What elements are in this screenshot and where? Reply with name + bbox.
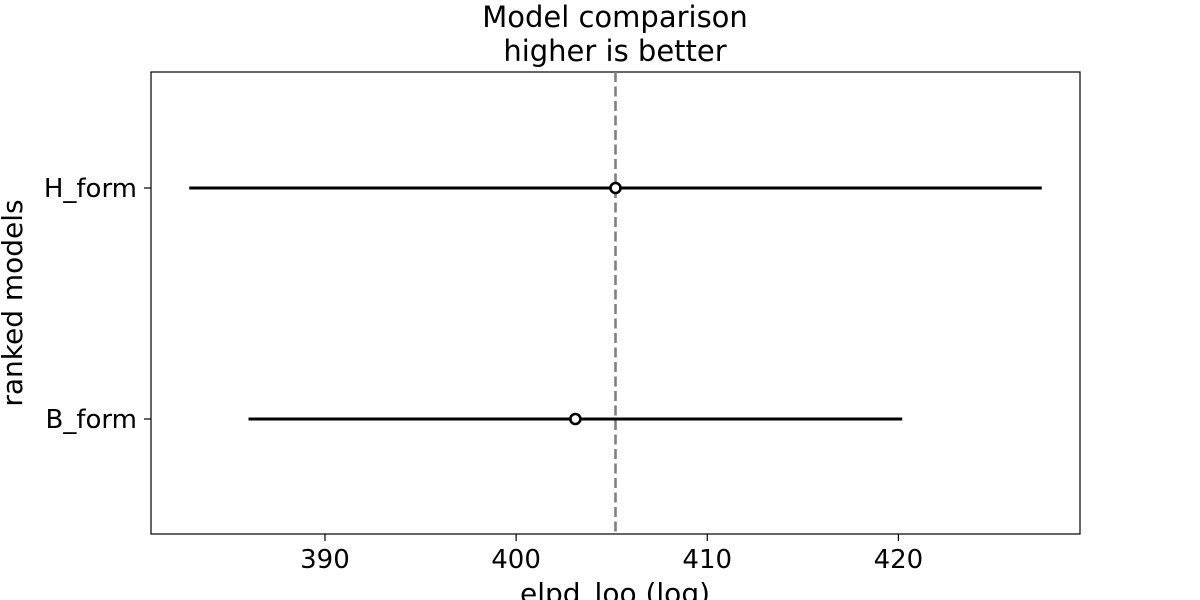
y-axis-label: ranked models <box>0 199 29 406</box>
y-axis: H_form B_form <box>44 174 151 435</box>
x-tick-label: 410 <box>682 545 732 575</box>
x-tick-label: 420 <box>874 545 924 575</box>
x-tick-label: 400 <box>491 545 541 575</box>
x-axis: 390 400 410 420 <box>300 534 923 575</box>
y-tick-label-H_form: H_form <box>44 174 137 204</box>
y-tick-label-B_form: B_form <box>46 405 137 435</box>
x-tick-label: 390 <box>300 545 350 575</box>
chart-title: Model comparison <box>482 0 748 34</box>
elpd-marker-H_form <box>609 181 622 195</box>
elpd-marker-B_form <box>569 412 582 426</box>
x-axis-label: elpd_loo (log) <box>520 577 710 600</box>
series-layer <box>189 181 1042 426</box>
chart-title-group: Model comparison higher is better <box>482 0 748 68</box>
chart-subtitle: higher is better <box>503 34 726 68</box>
